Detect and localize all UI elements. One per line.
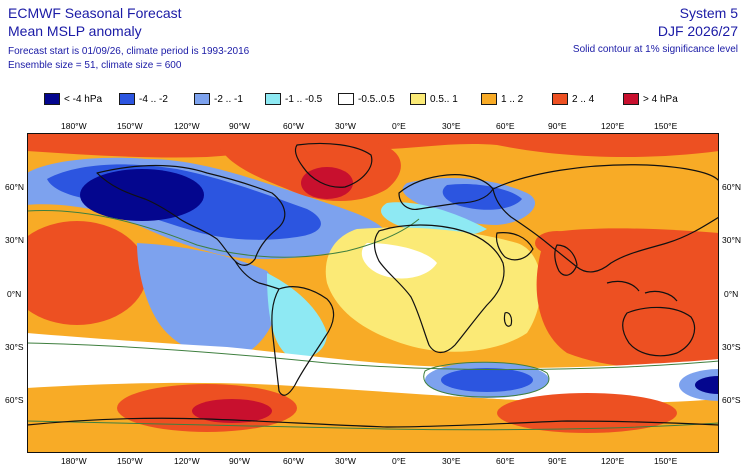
lon-label: 90°E	[548, 121, 567, 131]
lon-label: 90°E	[548, 456, 567, 466]
legend-item: -2 .. -1	[194, 92, 243, 106]
anomaly-spac-core	[695, 376, 719, 394]
lon-label: 30°W	[335, 456, 356, 466]
lon-label: 0°E	[392, 456, 406, 466]
map-title: ECMWF Seasonal Forecast	[8, 5, 182, 21]
system-label: System 5	[679, 5, 738, 21]
anomaly-atlantic-neutral	[361, 243, 437, 279]
legend-item: -1 .. -0.5	[265, 92, 322, 106]
legend-swatch	[552, 93, 568, 105]
lon-label: 150°W	[117, 456, 143, 466]
anomaly-epac-pos	[27, 221, 147, 325]
coast-new-guinea	[644, 290, 678, 302]
lon-label: 120°W	[174, 456, 200, 466]
coast-north-america	[96, 164, 286, 266]
coast-south-america	[271, 286, 335, 396]
coast-australia	[622, 306, 696, 357]
coast-indonesia	[606, 280, 640, 292]
lat-label: 30°N	[5, 235, 24, 245]
lon-label: 30°E	[442, 121, 461, 131]
lon-label: 180°W	[61, 121, 87, 131]
anomaly-greenland	[217, 136, 401, 202]
lat-label: 30°N	[722, 235, 741, 245]
legend-item: 2 .. 4	[552, 92, 594, 106]
lon-label: 60°E	[496, 456, 515, 466]
lat-label: 30°S	[722, 342, 741, 352]
coast-asia	[492, 164, 719, 273]
legend-label: > 4 hPa	[643, 93, 678, 105]
legend-swatch	[265, 93, 281, 105]
coast-greenland	[294, 142, 373, 188]
season-label: DJF 2026/27	[657, 23, 738, 39]
legend-item: < -4 hPa	[44, 92, 102, 106]
ensemble-info: Ensemble size = 51, climate size = 600	[8, 60, 182, 71]
legend-label: 2 .. 4	[572, 93, 595, 105]
significance-contour	[27, 420, 719, 431]
coast-central-america	[234, 260, 280, 290]
lon-label: 0°E	[392, 121, 406, 131]
legend-swatch	[410, 93, 426, 105]
legend-label: -4 .. -2	[139, 93, 168, 105]
legend-swatch	[194, 93, 210, 105]
lon-label: 180°W	[61, 456, 87, 466]
lat-label: 60°N	[5, 182, 24, 192]
significance-contour	[27, 342, 719, 371]
legend-label: < -4 hPa	[64, 93, 103, 105]
lat-label: 0°N	[724, 289, 739, 299]
anomaly-greenland-core	[301, 167, 353, 199]
lon-label: 90°W	[229, 456, 250, 466]
anomaly-amundsen-core	[192, 399, 272, 423]
anomaly-south-indian-pos	[497, 393, 677, 433]
lon-label: 30°W	[335, 121, 356, 131]
legend-swatch	[119, 93, 135, 105]
map-frame	[27, 133, 719, 453]
significance-contour	[423, 361, 550, 398]
coast-india	[554, 244, 578, 276]
forecast-info: Forecast start is 01/09/26, climate peri…	[8, 46, 250, 57]
lon-label: 60°W	[283, 456, 304, 466]
lon-label: 120°E	[601, 121, 625, 131]
lon-label: 30°E	[442, 456, 461, 466]
legend-label: 0.5.. 1	[430, 93, 458, 105]
lon-label: 150°W	[117, 121, 143, 131]
legend-label: -1 .. -0.5	[285, 93, 323, 105]
legend-swatch	[623, 93, 639, 105]
coast-antarctica	[27, 417, 719, 428]
legend-item: > 4 hPa	[623, 92, 678, 106]
coast-africa	[373, 224, 505, 354]
legend-swatch	[481, 93, 497, 105]
lon-label: 60°W	[283, 121, 304, 131]
lon-label: 150°E	[654, 456, 678, 466]
legend-item: 1 .. 2	[481, 92, 523, 106]
legend-label: -2 .. -1	[214, 93, 243, 105]
coast-madagascar	[503, 312, 513, 327]
lon-label: 90°W	[229, 121, 250, 131]
lat-label: 60°N	[722, 182, 741, 192]
significance-contour	[27, 209, 420, 258]
coast-europe	[398, 174, 494, 210]
anomaly-npac-core	[80, 169, 204, 221]
contour-note: Solid contour at 1% significance level	[572, 44, 738, 55]
legend-item: 0.5.. 1	[410, 92, 458, 106]
anomaly-satl-core	[441, 368, 533, 392]
legend-item: -4 .. -2	[119, 92, 168, 106]
legend-swatch	[338, 93, 354, 105]
lat-label: 60°S	[5, 395, 24, 405]
map-subtitle: Mean MSLP anomaly	[8, 23, 142, 39]
mslp-anomaly-map	[27, 133, 719, 453]
legend-label: 1 .. 2	[501, 93, 524, 105]
legend-label: -0.5..0.5	[358, 93, 395, 105]
lon-label: 150°E	[654, 121, 678, 131]
lat-label: 0°N	[7, 289, 22, 299]
lon-label: 120°W	[174, 121, 200, 131]
lon-label: 60°E	[496, 121, 515, 131]
legend-item: -0.5..0.5	[338, 92, 395, 106]
lat-label: 30°S	[5, 342, 24, 352]
anomaly-wpac-pos	[536, 228, 719, 369]
anomaly-samerica-light	[267, 273, 327, 358]
lon-label: 120°E	[601, 456, 625, 466]
coast-arabia	[495, 232, 534, 261]
lat-label: 60°S	[722, 395, 741, 405]
legend-swatch	[44, 93, 60, 105]
